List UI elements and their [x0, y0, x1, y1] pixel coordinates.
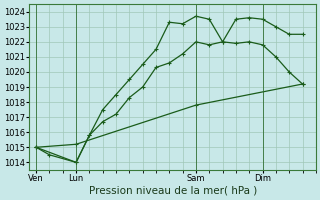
X-axis label: Pression niveau de la mer( hPa ): Pression niveau de la mer( hPa ) [89, 186, 257, 196]
